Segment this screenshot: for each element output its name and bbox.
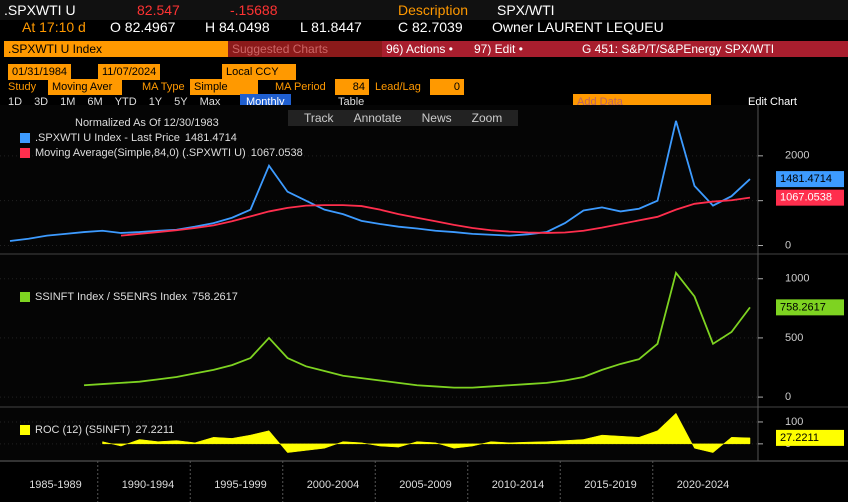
last-value-tag <box>776 299 844 316</box>
legend-label: .SPXWTI U Index - Last Price <box>35 132 180 144</box>
x-tick-label: 2020-2024 <box>677 479 730 491</box>
start-date[interactable]: 01/31/1984 <box>8 64 72 80</box>
legend-swatch <box>20 425 30 435</box>
chart: 010002000Normalized As Of 12/30/19831481… <box>0 105 848 502</box>
x-tick-label: 2000-2004 <box>307 479 360 491</box>
actions-menu[interactable]: 96) Actions • <box>382 41 474 57</box>
y-tick-label: 2000 <box>785 150 809 162</box>
y-tick-label: 500 <box>785 332 803 344</box>
y-tick-label: 0 <box>785 239 791 251</box>
legend-swatch <box>20 133 30 143</box>
ticker: .SPXWTI U <box>4 2 76 18</box>
quote-bar <box>0 0 848 20</box>
change: -.15688 <box>230 2 278 18</box>
chart-title: Normalized As Of 12/30/1983 <box>75 117 219 129</box>
edit-menu[interactable]: 97) Edit • <box>470 41 578 57</box>
chart-tools: Track Annotate News Zoom <box>288 110 519 126</box>
tool-button[interactable]: Zoom <box>471 111 503 125</box>
suggested-charts[interactable]: Suggested Charts <box>228 41 386 57</box>
legend-value: 1067.0538 <box>251 147 303 159</box>
edit-chart[interactable]: Edit Chart <box>748 96 797 108</box>
chart-name: G 451: S&P/T/S&PEnergy SPX/WTI <box>578 41 848 57</box>
owner: Owner LAURENT LEQUEU <box>492 19 664 35</box>
legend-value: 1481.4714 <box>185 132 237 144</box>
legend-value: 27.2211 <box>135 424 174 436</box>
end-date[interactable]: 11/07/2024 <box>98 64 161 80</box>
last-value-tag <box>776 429 844 446</box>
ma-type-field[interactable]: Simple <box>190 79 258 95</box>
lead-lag-field[interactable]: 0 <box>430 79 464 95</box>
x-tick-label: 2010-2014 <box>492 479 545 491</box>
legend-swatch <box>20 148 30 158</box>
tool-button[interactable]: Annotate <box>353 111 402 125</box>
study-label: Study <box>8 81 37 93</box>
last-value-label: 1067.0538 <box>780 192 832 204</box>
line <box>9 120 751 242</box>
y-tick-label: 1000 <box>785 273 809 285</box>
x-tick-label: 1990-1994 <box>122 479 175 491</box>
close: C 82.7039 <box>398 19 463 35</box>
description-label: Description <box>398 2 469 18</box>
legend-label: Moving Average(Simple,84,0) (.SPXWTI U) <box>35 147 246 159</box>
ma-period-field[interactable]: 84 <box>335 79 369 95</box>
ma-type-label: MA Type <box>142 81 185 93</box>
last-price: 82.547 <box>137 2 180 18</box>
x-tick-label: 1985-1989 <box>29 479 82 491</box>
time: At 17:10 d <box>22 19 86 35</box>
legend-label: SSINFT Index / S5ENRS Index <box>35 291 188 303</box>
high: H 84.0498 <box>205 19 270 35</box>
study-field[interactable]: Moving Aver <box>48 79 122 95</box>
plot-background <box>0 105 758 460</box>
y-tick-label: 100 <box>785 416 803 428</box>
last-value-label: 758.2617 <box>780 301 826 313</box>
line <box>120 196 751 237</box>
currency[interactable]: Local CCY <box>222 64 296 80</box>
area <box>102 412 751 453</box>
last-value-label: 27.2211 <box>780 432 819 444</box>
legend-value: 758.2617 <box>192 291 238 303</box>
legend-label: ROC (12) (S5INFT) <box>35 424 130 436</box>
last-value-label: 1481.4714 <box>780 173 832 185</box>
description: SPX/WTI <box>497 2 555 18</box>
y-tick-label: 0 <box>785 391 791 403</box>
last-value-tag <box>776 189 844 206</box>
ma-period-label: MA Period <box>275 81 326 93</box>
last-value-tag <box>776 171 844 188</box>
x-tick-label: 2005-2009 <box>399 479 452 491</box>
x-tick-label: 2015-2019 <box>584 479 637 491</box>
open: O 82.4967 <box>110 19 176 35</box>
low: L 81.8447 <box>300 19 362 35</box>
legend-swatch <box>20 292 30 302</box>
line <box>83 270 751 389</box>
tool-button[interactable]: News <box>421 111 452 125</box>
lead-lag-label: Lead/Lag <box>375 81 421 93</box>
x-tick-label: 1995-1999 <box>214 479 267 491</box>
tool-button[interactable]: Track <box>304 111 334 125</box>
security-field[interactable]: .SPXWTI U Index <box>4 41 228 57</box>
